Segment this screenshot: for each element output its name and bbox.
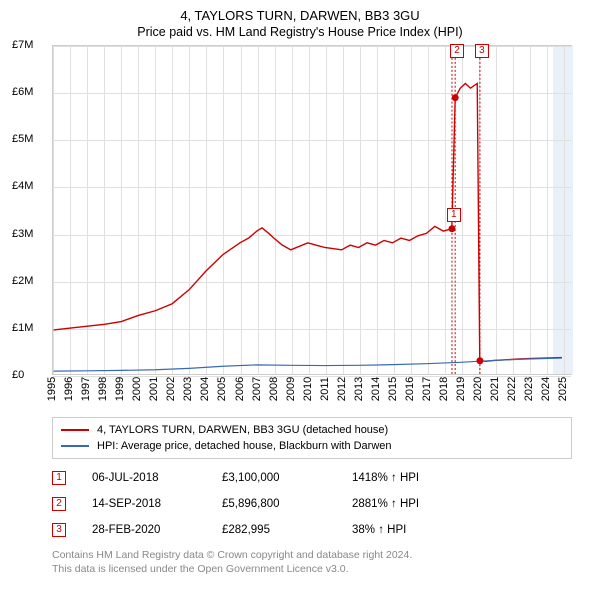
transaction-hpi: 1418% ↑ HPI <box>352 472 572 484</box>
x-tick-label: 1999 <box>114 377 126 401</box>
legend-item: HPI: Average price, detached house, Blac… <box>61 438 563 454</box>
transaction-date: 06-JUL-2018 <box>92 472 222 484</box>
x-tick-label: 2021 <box>489 377 501 401</box>
x-tick-label: 2015 <box>387 377 399 401</box>
legend-item: 4, TAYLORS TURN, DARWEN, BB3 3GU (detach… <box>61 422 563 438</box>
footer-line-1: Contains HM Land Registry data © Crown c… <box>52 549 572 563</box>
x-tick-label: 2008 <box>268 377 280 401</box>
y-tick-label: £1M <box>12 322 33 334</box>
y-tick-label: £5M <box>12 133 33 145</box>
y-tick-label: £6M <box>12 86 33 98</box>
chart-svg <box>53 46 571 374</box>
x-axis-ticks: 1995 1996 1997 1998 1999 2000 2001 2002 2003 2004… <box>12 375 588 413</box>
x-tick-label: 2025 <box>557 377 569 401</box>
x-tick-label: 1996 <box>63 377 75 401</box>
plot-area: 1 23 <box>52 45 572 375</box>
x-tick-label: 2009 <box>285 377 297 401</box>
chart-title: 4, TAYLORS TURN, DARWEN, BB3 3GU <box>12 8 588 23</box>
x-tick-label: 2007 <box>251 377 263 401</box>
x-tick-label: 2012 <box>336 377 348 401</box>
chart-container: 4, TAYLORS TURN, DARWEN, BB3 3GU Price p… <box>0 0 600 590</box>
x-tick-label: 2005 <box>216 377 228 401</box>
x-tick-label: 2006 <box>234 377 246 401</box>
transaction-price: £282,995 <box>222 524 352 536</box>
legend-label: 4, TAYLORS TURN, DARWEN, BB3 3GU (detach… <box>97 424 388 436</box>
chart-subtitle: Price paid vs. HM Land Registry's House … <box>12 25 588 39</box>
transaction-price: £3,100,000 <box>222 472 352 484</box>
transaction-marker: 3 <box>52 523 66 537</box>
x-tick-label: 2020 <box>472 377 484 401</box>
footer-line-2: This data is licensed under the Open Gov… <box>52 563 572 577</box>
x-tick-label: 2011 <box>319 377 331 401</box>
event-marker-2: 2 <box>450 44 464 58</box>
event-marker-3: 3 <box>475 44 489 58</box>
x-tick-label: 2024 <box>540 377 552 401</box>
y-tick-label: £4M <box>12 180 33 192</box>
y-tick-label: £3M <box>12 228 33 240</box>
transaction-marker: 1 <box>52 471 66 485</box>
x-tick-label: 2002 <box>165 377 177 401</box>
x-tick-label: 1997 <box>80 377 92 401</box>
transaction-row: 1 06-JUL-2018£3,100,0001418% ↑ HPI <box>52 465 572 491</box>
x-tick-label: 2000 <box>131 377 143 401</box>
x-tick-label: 2001 <box>148 377 160 401</box>
x-tick-label: 2017 <box>421 377 433 401</box>
x-tick-label: 2013 <box>353 377 365 401</box>
x-tick-label: 2014 <box>370 377 382 401</box>
x-tick-label: 2003 <box>182 377 194 401</box>
transaction-date: 14-SEP-2018 <box>92 498 222 510</box>
x-tick-label: 2016 <box>404 377 416 401</box>
transaction-row: 2 14-SEP-2018£5,896,8002881% ↑ HPI <box>52 491 572 517</box>
legend: 4, TAYLORS TURN, DARWEN, BB3 3GU (detach… <box>52 417 572 459</box>
transaction-price: £5,896,800 <box>222 498 352 510</box>
y-tick-label: £7M <box>12 39 33 51</box>
x-tick-label: 1998 <box>97 377 109 401</box>
x-tick-label: 2004 <box>199 377 211 401</box>
x-tick-label: 2018 <box>438 377 450 401</box>
transaction-row: 3 28-FEB-2020£282,99538% ↑ HPI <box>52 517 572 543</box>
transaction-table: 1 06-JUL-2018£3,100,0001418% ↑ HPI 2 14-SEP… <box>52 465 572 543</box>
event-marker-1: 1 <box>447 208 461 222</box>
transaction-date: 28-FEB-2020 <box>92 524 222 536</box>
transaction-marker: 2 <box>52 497 66 511</box>
x-tick-label: 2022 <box>506 377 518 401</box>
x-tick-label: 2010 <box>302 377 314 401</box>
chart-area: £0£1M£2M£3M£4M£5M£6M£7M 123 199519961997… <box>12 45 588 413</box>
transaction-hpi: 38% ↑ HPI <box>352 524 572 536</box>
footer-attribution: Contains HM Land Registry data © Crown c… <box>52 549 572 576</box>
x-tick-label: 2019 <box>455 377 467 401</box>
legend-label: HPI: Average price, detached house, Blac… <box>97 440 392 452</box>
transaction-hpi: 2881% ↑ HPI <box>352 498 572 510</box>
x-tick-label: 2023 <box>523 377 535 401</box>
y-tick-label: £2M <box>12 275 33 287</box>
x-tick-label: 1995 <box>46 377 58 401</box>
